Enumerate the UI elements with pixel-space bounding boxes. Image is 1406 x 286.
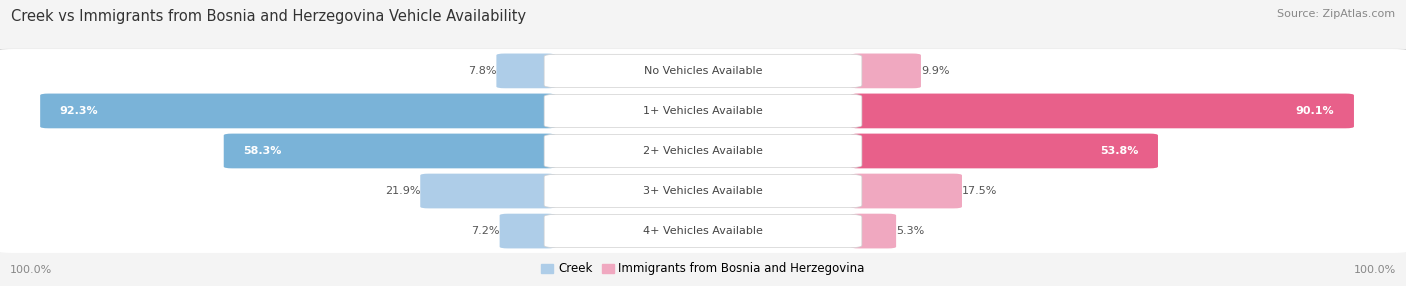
Text: No Vehicles Available: No Vehicles Available [644, 66, 762, 76]
Text: 90.1%: 90.1% [1296, 106, 1334, 116]
FancyBboxPatch shape [851, 94, 1354, 128]
Text: 21.9%: 21.9% [385, 186, 420, 196]
Text: 17.5%: 17.5% [962, 186, 997, 196]
Text: 3+ Vehicles Available: 3+ Vehicles Available [643, 186, 763, 196]
FancyBboxPatch shape [224, 134, 555, 168]
Text: 5.3%: 5.3% [896, 226, 924, 236]
FancyBboxPatch shape [420, 174, 555, 208]
Text: 2+ Vehicles Available: 2+ Vehicles Available [643, 146, 763, 156]
FancyBboxPatch shape [544, 134, 862, 168]
FancyBboxPatch shape [499, 214, 555, 249]
Text: 9.9%: 9.9% [921, 66, 949, 76]
Text: Source: ZipAtlas.com: Source: ZipAtlas.com [1277, 9, 1395, 19]
Text: 100.0%: 100.0% [1354, 265, 1396, 275]
FancyBboxPatch shape [0, 49, 1406, 93]
Legend: Creek, Immigrants from Bosnia and Herzegovina: Creek, Immigrants from Bosnia and Herzeg… [537, 258, 869, 280]
FancyBboxPatch shape [544, 54, 862, 88]
Text: 7.8%: 7.8% [468, 66, 496, 76]
FancyBboxPatch shape [0, 169, 1406, 213]
FancyBboxPatch shape [0, 49, 1406, 91]
FancyBboxPatch shape [0, 89, 1406, 131]
FancyBboxPatch shape [0, 169, 1406, 211]
Text: 100.0%: 100.0% [10, 265, 52, 275]
FancyBboxPatch shape [544, 214, 862, 248]
FancyBboxPatch shape [851, 174, 962, 208]
FancyBboxPatch shape [851, 53, 921, 88]
FancyBboxPatch shape [0, 89, 1406, 133]
FancyBboxPatch shape [544, 94, 862, 128]
FancyBboxPatch shape [0, 209, 1406, 251]
FancyBboxPatch shape [544, 174, 862, 208]
FancyBboxPatch shape [0, 129, 1406, 173]
FancyBboxPatch shape [851, 134, 1159, 168]
Text: 4+ Vehicles Available: 4+ Vehicles Available [643, 226, 763, 236]
FancyBboxPatch shape [0, 209, 1406, 253]
Text: 58.3%: 58.3% [243, 146, 281, 156]
Text: 53.8%: 53.8% [1099, 146, 1139, 156]
FancyBboxPatch shape [851, 214, 896, 249]
Text: 92.3%: 92.3% [60, 106, 98, 116]
Text: Creek vs Immigrants from Bosnia and Herzegovina Vehicle Availability: Creek vs Immigrants from Bosnia and Herz… [11, 9, 526, 23]
Text: 1+ Vehicles Available: 1+ Vehicles Available [643, 106, 763, 116]
FancyBboxPatch shape [496, 53, 555, 88]
FancyBboxPatch shape [0, 129, 1406, 171]
Text: 7.2%: 7.2% [471, 226, 499, 236]
FancyBboxPatch shape [41, 94, 555, 128]
